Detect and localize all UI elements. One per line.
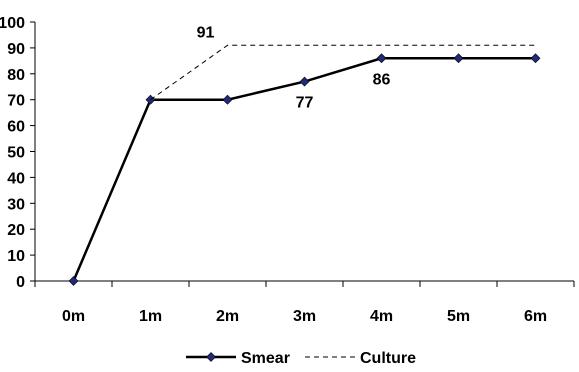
y-tick-label: 20 [7,222,25,239]
series-line-culture [150,44,536,101]
y-tick-label: 80 [7,67,25,84]
y-tick-label: 40 [7,170,25,187]
data-point-smear [68,276,79,286]
y-tick-label: 0 [16,274,25,291]
legend-swatch-smear-marker [206,352,216,362]
legend-label-smear: Smear [241,350,290,367]
y-tick-label: 10 [7,248,25,265]
x-tick-label: 4m [370,308,393,325]
y-tick-label: 70 [7,93,25,110]
y-tick-label: 100 [0,15,25,32]
data-point-smear [222,94,233,105]
x-tick-label: 6m [524,308,547,325]
data-label: 91 [197,24,215,41]
data-point-smear [299,76,310,87]
data-label: 86 [373,71,391,88]
y-tick-label: 30 [7,196,25,213]
legend-label-culture: Culture [360,350,416,367]
y-axis: 0 10 20 30 40 50 60 70 80 90 100 [0,15,36,291]
x-tick-label: 0m [62,308,85,325]
y-tick-label: 60 [7,119,25,136]
x-tick-label: 1m [139,308,162,325]
data-point-smear [376,53,387,64]
series-line-smear [72,57,536,282]
data-point-smear [530,53,541,64]
x-axis: 0m 1m 2m 3m 4m 5m 6m [34,280,575,325]
y-tick-label: 50 [7,145,25,162]
annotation-layer: 91 77 86 [197,24,391,111]
x-tick-label: 2m [216,308,239,325]
data-point-smear [453,53,464,64]
x-tick-label: 5m [447,308,470,325]
x-tick-label: 3m [293,308,316,325]
legend: Smear Culture [186,350,416,367]
y-tick-label: 90 [7,41,25,58]
data-label: 77 [296,95,314,112]
series-layer [68,44,541,286]
